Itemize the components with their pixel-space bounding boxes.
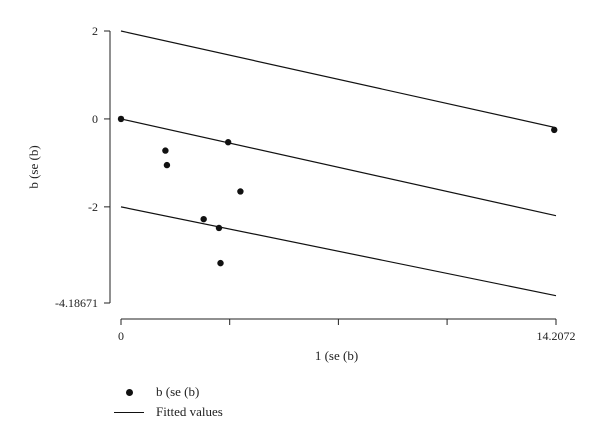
y-tick-label: 0	[92, 112, 98, 126]
x-tick-label: 14.2072	[537, 329, 576, 343]
data-point	[163, 161, 171, 169]
legend-entry-fitted: Fitted values	[112, 402, 223, 422]
y-tick-label: -2	[88, 200, 98, 214]
data-point	[200, 215, 207, 223]
legend-entry-points: b (se (b)	[112, 382, 223, 402]
axes: 2 0 -2 -4.18671 0 14.2072	[55, 24, 576, 343]
y-tick-label: 2	[92, 24, 98, 38]
y-tick-label: -4.18671	[55, 296, 98, 310]
data-point	[237, 188, 244, 195]
data-point	[217, 259, 224, 267]
fitted-lines	[120, 30, 557, 297]
x-tick-label: 0	[118, 329, 124, 343]
y-axis-title: b (se (b)	[26, 145, 41, 188]
data-point	[215, 224, 223, 232]
data-point	[162, 147, 169, 154]
data-point	[117, 115, 125, 123]
x-axis-title: 1 (se (b)	[315, 348, 358, 363]
data-point	[551, 126, 558, 134]
scatter-points	[117, 115, 558, 267]
legend-label-fitted: Fitted values	[156, 404, 223, 419]
data-point	[224, 139, 232, 146]
fitted-line-1	[120, 30, 557, 129]
fitted-line-2	[120, 118, 557, 217]
legend: b (se (b) Fitted values	[112, 382, 223, 422]
legend-dot-marker	[112, 388, 146, 396]
legend-line-marker	[112, 411, 146, 413]
legend-label-points: b (se (b)	[156, 384, 200, 399]
fitted-line-3	[120, 206, 557, 297]
